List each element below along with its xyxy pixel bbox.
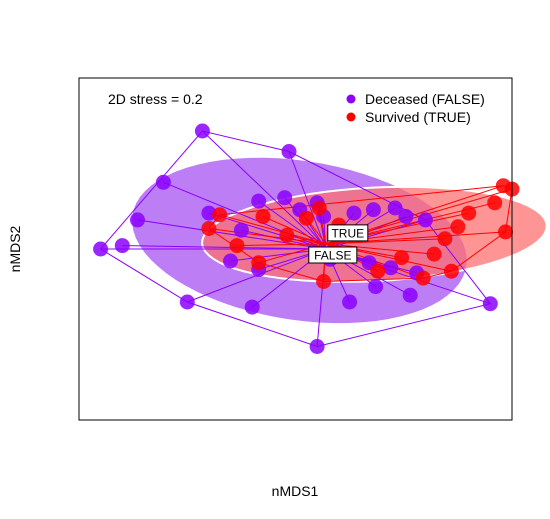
point-true-10 [394,250,410,266]
centroid-label-true: TRUE [331,226,364,240]
point-true-15 [212,207,228,223]
point-false-6 [155,174,171,190]
point-false-5 [482,296,498,312]
hull-layer [99,130,513,348]
spider-true-6 [325,231,506,245]
centroid-box-false [308,246,358,264]
spider-false-11 [208,212,326,250]
point-true-14 [255,209,271,224]
point-false-28 [342,294,358,310]
spider-false-0 [202,130,327,250]
point-false-12 [233,222,249,238]
point-true-20 [316,274,332,289]
spider-true-15 [219,214,326,245]
spider-true-17 [236,243,326,247]
point-false-8 [277,190,293,206]
point-false-7 [251,193,267,209]
stress-annotation: 2D stress = 0.2 [108,91,203,107]
spider-true-16 [208,228,326,245]
point-false-19 [130,212,145,228]
point-false-24 [383,260,399,276]
point-true-17 [229,238,245,254]
hull-true [208,185,513,283]
point-true-11 [370,263,386,279]
point-false-2 [93,241,109,257]
point-true-5 [437,231,453,247]
legend-marker-true [346,112,356,122]
point-false-30 [402,287,418,303]
spider-true-7 [325,243,435,255]
point-true-6 [498,224,513,240]
point-false-26 [179,294,195,310]
point-false-0 [194,123,210,139]
plot-frame [78,77,513,421]
legend-marker-false [346,94,356,104]
point-true-2 [487,195,503,211]
point-true-9 [443,263,459,279]
legend-label-true: Survived (TRUE) [365,109,471,125]
point-false-20 [223,253,238,269]
points-layer [93,123,520,354]
point-false-27 [244,299,260,315]
point-true-12 [311,200,327,216]
centroid-label-false: FALSE [314,249,351,263]
legend: Deceased (FALSE) Survived (TRUE) [346,91,485,125]
point-false-15 [365,202,381,218]
point-false-4 [309,339,325,354]
point-false-1 [281,144,297,159]
x-axis-label: nMDS1 [272,483,319,499]
y-axis-label: nMDS2 [7,225,23,272]
point-true-3 [461,205,477,221]
spider-false-1 [288,151,327,250]
centroid-box-true [327,224,369,242]
centroid-label-layer: TRUE FALSE [308,224,369,264]
point-false-18 [417,212,433,228]
hull-false [99,130,492,348]
spider-true-10 [325,243,402,259]
point-false-3 [114,238,130,254]
point-true-8 [415,270,431,286]
spider-true-14 [262,216,326,245]
legend-label-false: Deceased (FALSE) [365,91,485,107]
point-true-18 [279,227,295,243]
point-true-13 [298,210,314,226]
spider-false-3 [122,245,326,250]
point-false-29 [368,279,384,295]
point-false-17 [398,209,414,224]
point-false-16 [387,200,403,216]
point-true-21 [251,255,267,271]
spider-false-18 [325,219,426,250]
point-false-14 [346,205,362,221]
point-true-7 [426,246,442,262]
point-true-4 [450,219,466,235]
point-true-16 [201,221,217,236]
